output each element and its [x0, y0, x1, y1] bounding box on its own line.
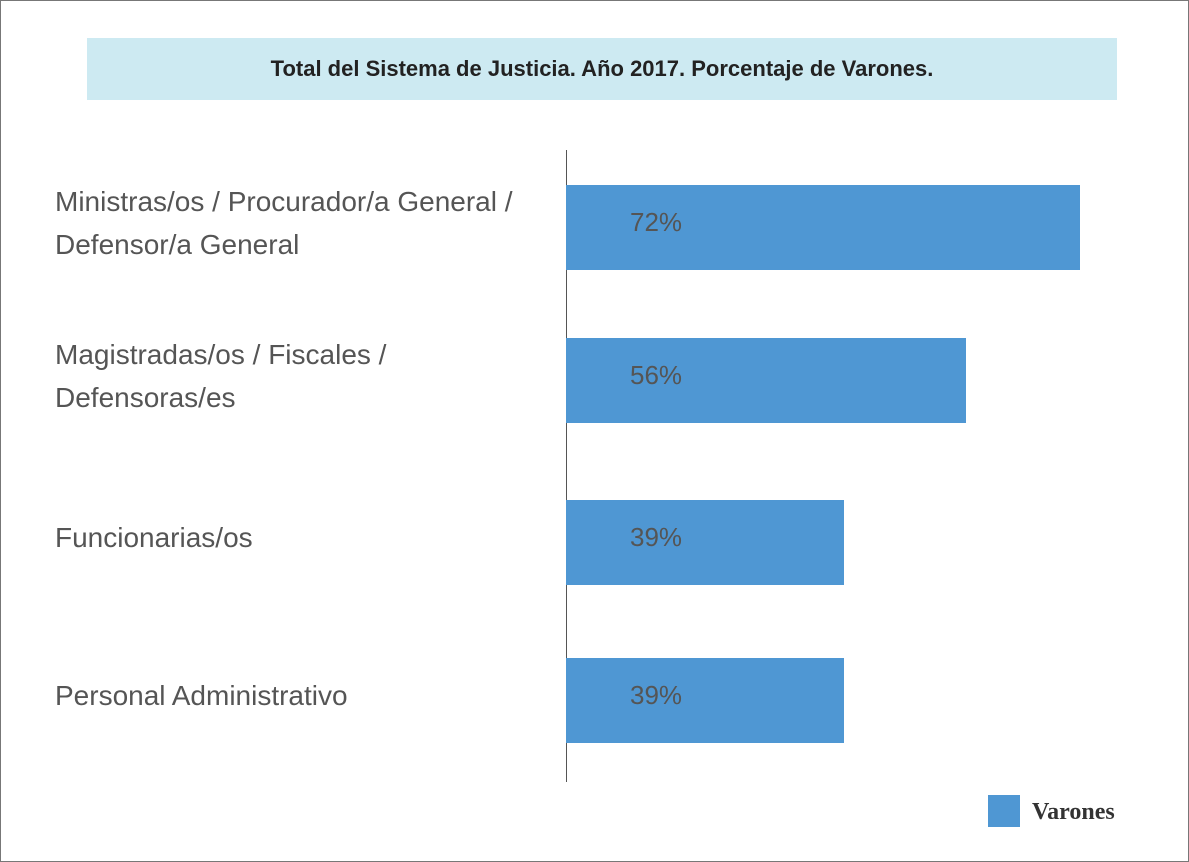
value-label: 72%: [630, 207, 683, 237]
bar: [566, 338, 966, 423]
legend-swatch: [988, 795, 1020, 827]
category-label: Funcionarias/os: [55, 522, 253, 553]
value-label: 56%: [630, 360, 683, 390]
value-label: 39%: [630, 522, 683, 552]
bar: [566, 500, 845, 585]
bar: [566, 658, 845, 743]
category-label: Personal Administrativo: [55, 680, 348, 711]
category-label: Magistradas/os / Fiscales / Defensoras/e…: [55, 338, 387, 413]
axis-line: [566, 150, 567, 782]
legend-label: Varones: [1032, 799, 1115, 825]
chart-title: Total del Sistema de Justicia. Año 2017.…: [87, 38, 1117, 100]
category-label: Ministras/os / Procurador/a General / De…: [55, 185, 513, 260]
bar: [566, 185, 1080, 270]
value-label: 39%: [630, 680, 683, 710]
